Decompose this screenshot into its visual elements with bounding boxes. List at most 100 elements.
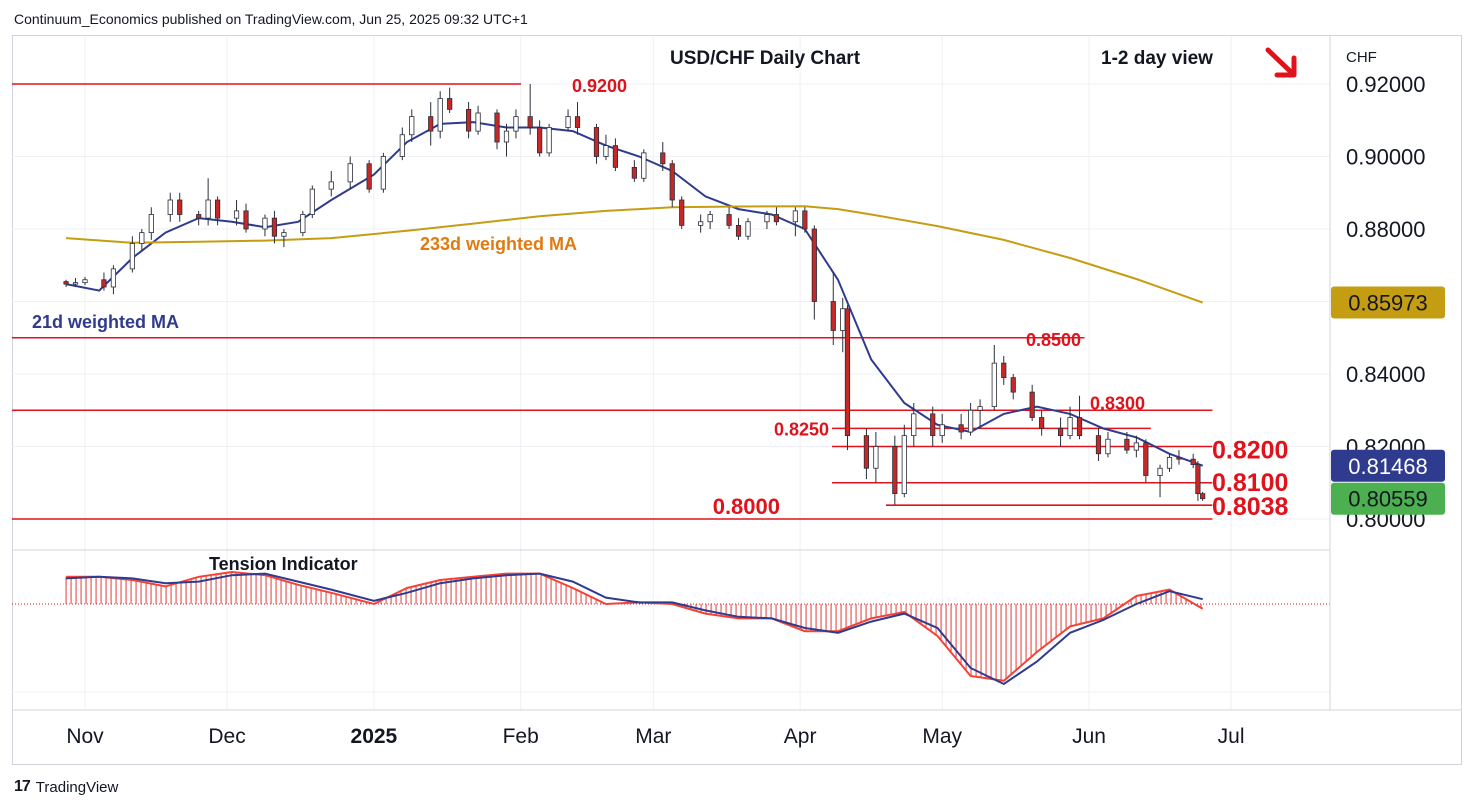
level-label: 0.8300: [1090, 393, 1145, 413]
candle-up: [309, 188, 315, 215]
candle-down: [271, 217, 278, 237]
candle-up: [840, 308, 846, 331]
ma-label-21d: 21d weighted MA: [32, 312, 179, 332]
candle-down: [958, 424, 964, 433]
candle-up: [503, 130, 510, 143]
candle-up: [698, 221, 704, 226]
level-label: 0.9200: [572, 76, 627, 96]
level-label: 0.8250: [774, 419, 829, 439]
candle-up: [475, 112, 481, 132]
level-label: 0.8000: [713, 494, 780, 519]
x-tick-label: Jun: [1072, 725, 1106, 748]
candle-down: [428, 116, 434, 132]
down-right-arrow-icon: [1265, 47, 1297, 78]
tradingview-logo-icon[interactable]: 17: [14, 778, 31, 795]
footer-brand[interactable]: TradingView: [35, 778, 119, 796]
candle-up: [873, 446, 879, 469]
candle-up: [641, 152, 647, 179]
candle-up: [328, 181, 334, 190]
candle-down: [243, 210, 249, 230]
y-tick-label: 0.84000: [1346, 362, 1426, 387]
candle-down: [669, 163, 675, 201]
axes: 0.920000.900000.880000.840000.820000.800…: [12, 36, 1462, 748]
candle-up: [1166, 456, 1173, 469]
candle-down: [802, 210, 808, 230]
candle-down: [63, 281, 69, 285]
candle-up: [300, 214, 306, 234]
candle-up: [977, 406, 983, 411]
candle-up: [262, 217, 268, 230]
candle-up: [565, 116, 571, 128]
candle-up: [148, 214, 154, 234]
candle-down: [631, 166, 637, 179]
candle-down: [844, 308, 851, 437]
indicator-slow-line: [66, 572, 1203, 686]
price-badge: 0.80559: [1331, 482, 1445, 515]
publish-header: Continuum_Economics published on Trading…: [14, 11, 528, 27]
y-tick-label: 0.88000: [1346, 217, 1426, 242]
candle-up: [399, 134, 405, 157]
candle-up: [409, 116, 415, 136]
candle-up: [233, 210, 240, 219]
arrow-head: [1274, 55, 1297, 78]
candle-down: [830, 301, 836, 331]
candle-down: [735, 224, 742, 237]
candle-up: [546, 127, 552, 154]
candle-down: [466, 108, 472, 132]
candle-down: [726, 214, 732, 226]
candle-down: [930, 413, 936, 437]
candle-down: [811, 228, 817, 302]
candle-up: [901, 435, 907, 495]
candle-down: [679, 199, 685, 226]
price-badge-label: 0.81468: [1348, 454, 1428, 479]
candle-down: [1010, 377, 1016, 393]
indicator-title: Tension Indicator: [209, 554, 358, 574]
candle-down: [1124, 438, 1130, 451]
arrow-shaft: [1265, 47, 1295, 76]
candle-down: [1176, 456, 1182, 460]
level-label: 0.8200: [1212, 437, 1288, 465]
candle-down: [593, 127, 600, 157]
candle-down: [1057, 427, 1064, 437]
tension-indicator-pane: [12, 570, 1330, 693]
ma-label-233d: 233d weighted MA: [420, 234, 577, 254]
candle-up: [764, 214, 770, 223]
x-tick-label: Feb: [503, 725, 539, 748]
chart-frame: [12, 35, 1462, 765]
y-tick-label: 0.90000: [1346, 145, 1426, 170]
candle-down: [1076, 417, 1083, 437]
candle-down: [1039, 417, 1045, 429]
price-badge-bg: [1331, 286, 1445, 319]
x-tick-label: Dec: [208, 725, 245, 748]
y-tick-label: 0.92000: [1346, 72, 1426, 97]
level-lines: [12, 83, 1213, 520]
x-tick-label: Mar: [635, 725, 671, 748]
candle-up: [745, 221, 751, 237]
candle-up: [110, 268, 117, 288]
candle-down: [1095, 435, 1102, 455]
candle-down: [215, 199, 221, 219]
candle-down: [612, 145, 619, 168]
x-tick-label: Jul: [1218, 725, 1245, 748]
price-badge-bg: [1331, 482, 1445, 515]
candle-down: [660, 152, 666, 165]
candle-up: [513, 116, 519, 132]
candle-down: [1200, 493, 1206, 500]
candle-down: [773, 214, 780, 223]
price-badge-bg: [1331, 449, 1445, 482]
candle-down: [863, 435, 870, 469]
candle-up: [792, 210, 798, 223]
candle-down: [537, 127, 543, 154]
candle-up: [1157, 467, 1163, 476]
candle-up: [707, 214, 713, 223]
price-badge: 0.81468: [1331, 449, 1445, 482]
candle-up: [911, 413, 917, 437]
price-badge: 0.85973: [1331, 286, 1445, 319]
candle-up: [968, 409, 974, 433]
candle-up: [991, 362, 997, 408]
candle-down: [574, 116, 581, 128]
level-label: 0.8100: [1212, 469, 1288, 497]
moving-averages: [65, 121, 1204, 467]
x-tick-label: Apr: [784, 725, 817, 748]
